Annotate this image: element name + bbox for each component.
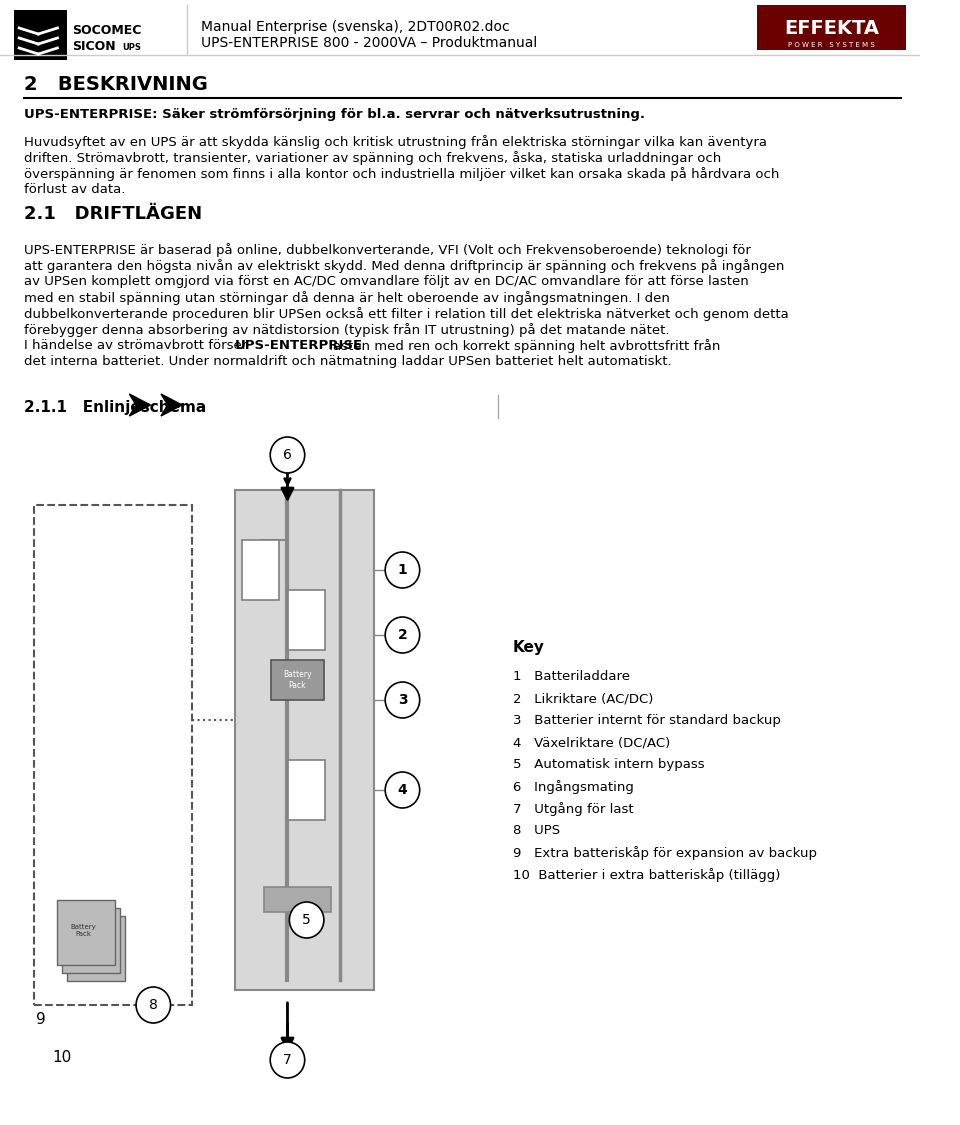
Text: det interna batteriet. Under normaldrift och nätmatning laddar UPSen batteriet h: det interna batteriet. Under normaldrift… bbox=[24, 356, 672, 368]
Text: 6: 6 bbox=[283, 448, 292, 462]
Bar bbox=[58, 900, 115, 965]
Circle shape bbox=[289, 902, 324, 938]
Text: förlust av data.: förlust av data. bbox=[24, 183, 126, 196]
Text: 2   Likriktare (AC/DC): 2 Likriktare (AC/DC) bbox=[513, 692, 653, 705]
Text: UPS-ENTERPRISE 800 - 2000VA – Produktmanual: UPS-ENTERPRISE 800 - 2000VA – Produktman… bbox=[202, 36, 538, 50]
Text: SICON: SICON bbox=[72, 39, 115, 53]
Text: Battery
Pack: Battery Pack bbox=[70, 924, 96, 936]
Text: förebygger denna absorbering av nätdistorsion (typisk från IT utrustning) på det: förebygger denna absorbering av nätdisto… bbox=[24, 323, 669, 338]
Text: med en stabil spänning utan störningar då denna är helt oberoende av ingångsmatn: med en stabil spänning utan störningar d… bbox=[24, 291, 670, 305]
Text: P O W E R   S Y S T E M S: P O W E R S Y S T E M S bbox=[788, 42, 876, 48]
Bar bbox=[271, 660, 324, 700]
Bar bbox=[288, 590, 324, 650]
Text: 9   Extra batteriskåp för expansion av backup: 9 Extra batteriskåp för expansion av bac… bbox=[513, 846, 817, 860]
Polygon shape bbox=[130, 394, 151, 416]
Text: 8   UPS: 8 UPS bbox=[513, 824, 560, 837]
Bar bbox=[263, 886, 330, 912]
Text: 1   Batteriladdare: 1 Batteriladdare bbox=[513, 670, 630, 683]
Text: Battery
Pack: Battery Pack bbox=[283, 670, 311, 690]
Text: 8: 8 bbox=[149, 998, 157, 1012]
Text: lasten med ren och korrekt spänning helt avbrottsfritt från: lasten med ren och korrekt spänning helt… bbox=[324, 339, 720, 353]
Bar bbox=[62, 908, 120, 973]
Text: SOCOMEC: SOCOMEC bbox=[72, 24, 141, 36]
Text: 4: 4 bbox=[397, 783, 407, 796]
Text: 4   Växelriktare (DC/AC): 4 Växelriktare (DC/AC) bbox=[513, 736, 670, 749]
Text: driften. Strömavbrott, transienter, variationer av spänning och frekvens, åska, : driften. Strömavbrott, transienter, vari… bbox=[24, 151, 721, 165]
Text: 7: 7 bbox=[283, 1053, 292, 1066]
Text: 9: 9 bbox=[36, 1012, 46, 1027]
Text: 2.1   DRIFTLÄGEN: 2.1 DRIFTLÄGEN bbox=[24, 205, 203, 223]
Text: 6   Ingångsmating: 6 Ingångsmating bbox=[513, 780, 634, 794]
Text: av UPSen komplett omgjord via först en AC/DC omvandlare följt av en DC/AC omvand: av UPSen komplett omgjord via först en A… bbox=[24, 274, 749, 288]
Text: 10: 10 bbox=[53, 1050, 72, 1065]
Text: UPS: UPS bbox=[123, 44, 141, 53]
Text: Manual Enterprise (svenska), 2DT00R02.doc: Manual Enterprise (svenska), 2DT00R02.do… bbox=[202, 20, 510, 34]
Circle shape bbox=[385, 772, 420, 808]
Bar bbox=[757, 4, 905, 49]
Bar bbox=[67, 916, 125, 981]
Circle shape bbox=[385, 616, 420, 652]
Bar bbox=[235, 490, 373, 990]
Text: EFFEKTA: EFFEKTA bbox=[784, 18, 879, 37]
Text: Huvudsyftet av en UPS är att skydda känslig och kritisk utrustning från elektris: Huvudsyftet av en UPS är att skydda käns… bbox=[24, 135, 767, 148]
Text: UPS-ENTERPRISE: UPS-ENTERPRISE bbox=[235, 339, 363, 352]
Bar bbox=[288, 760, 324, 820]
Circle shape bbox=[270, 1042, 304, 1078]
Text: 5: 5 bbox=[302, 914, 311, 927]
Bar bbox=[34, 505, 192, 1005]
Text: 2   BESKRIVNING: 2 BESKRIVNING bbox=[24, 75, 207, 94]
Text: 2: 2 bbox=[397, 628, 407, 642]
Circle shape bbox=[385, 552, 420, 588]
Bar bbox=[14, 10, 67, 60]
Text: dubbelkonverterande proceduren blir UPSen också ett filter i relation till det e: dubbelkonverterande proceduren blir UPSe… bbox=[24, 307, 789, 321]
Text: 10  Batterier i extra batteriskåp (tillägg): 10 Batterier i extra batteriskåp (tilläg… bbox=[513, 868, 780, 882]
Text: Key: Key bbox=[513, 640, 544, 655]
Text: överspänning är fenomen som finns i alla kontor och industriella miljöer vilket : överspänning är fenomen som finns i alla… bbox=[24, 166, 780, 181]
Text: 5   Automatisk intern bypass: 5 Automatisk intern bypass bbox=[513, 758, 705, 771]
Text: 1: 1 bbox=[397, 562, 407, 577]
Text: 3   Batterier internt för standard backup: 3 Batterier internt för standard backup bbox=[513, 714, 780, 727]
Text: UPS-ENTERPRISE är baserad på online, dubbelkonverterande, VFI (Volt och Frekvens: UPS-ENTERPRISE är baserad på online, dub… bbox=[24, 243, 751, 256]
Text: UPS-ENTERPRISE: Säker strömförsörjning för bl.a. servrar och nätverksutrustning.: UPS-ENTERPRISE: Säker strömförsörjning f… bbox=[24, 108, 645, 122]
Circle shape bbox=[136, 987, 171, 1023]
Text: att garantera den högsta nivån av elektriskt skydd. Med denna driftprincip är sp: att garantera den högsta nivån av elektr… bbox=[24, 259, 784, 273]
Text: I händelse av strömavbrott förser: I händelse av strömavbrott förser bbox=[24, 339, 252, 352]
Text: 2.1.1   Enlinjeschema: 2.1.1 Enlinjeschema bbox=[24, 400, 206, 415]
Circle shape bbox=[385, 682, 420, 718]
Circle shape bbox=[270, 436, 304, 472]
Polygon shape bbox=[161, 394, 182, 416]
Text: 7   Utgång för last: 7 Utgång för last bbox=[513, 802, 634, 816]
Bar bbox=[243, 540, 278, 600]
Text: 3: 3 bbox=[397, 693, 407, 706]
